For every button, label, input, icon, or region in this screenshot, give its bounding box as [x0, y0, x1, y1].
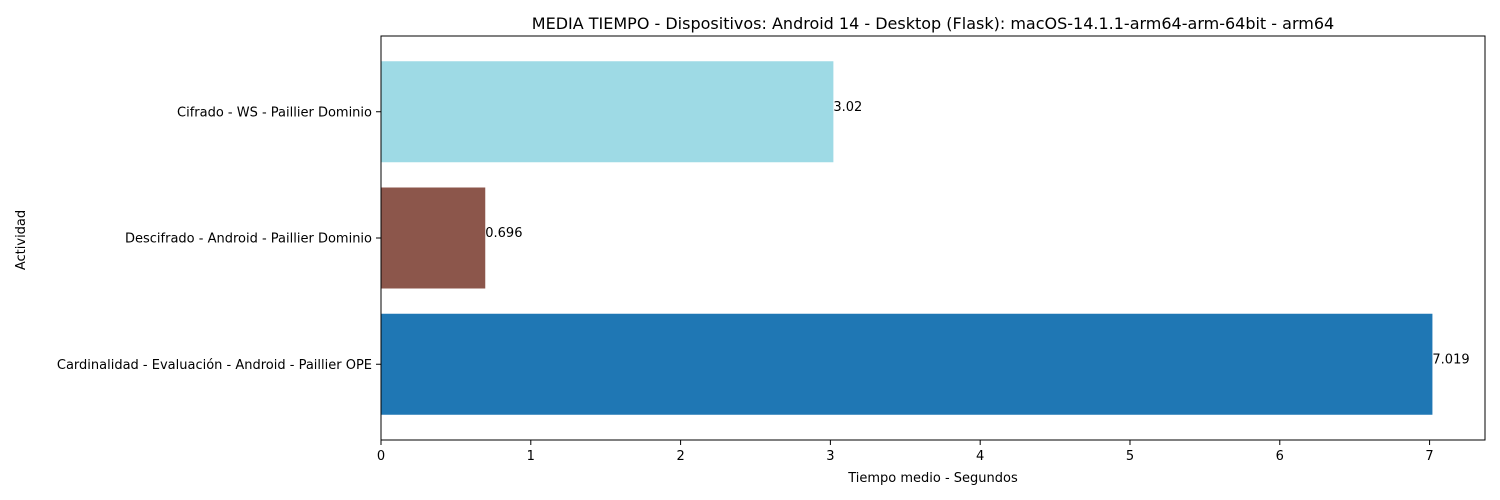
y-tick-label: Descifrado - Android - Paillier Dominio: [125, 232, 372, 247]
bar: [381, 61, 834, 163]
plot-area: 7.019 Cardinalidad - Evaluación - Android…: [57, 61, 1470, 464]
bar: [381, 313, 1433, 415]
x-tick-label: 3: [826, 449, 834, 464]
x-axis-label: Tiempo medio - Segundos: [847, 471, 1018, 486]
chart-title: MEDIA TIEMPO - Dispositivos: Android 14 …: [532, 14, 1334, 33]
bar: [381, 187, 486, 289]
bar-value-label: 7.019: [1432, 352, 1469, 367]
x-tick-label: 7: [1425, 449, 1433, 464]
plot-frame: [380, 35, 1486, 441]
x-tick-label: 0: [377, 449, 385, 464]
x-tick-label: 4: [976, 449, 984, 464]
x-tick-label: 1: [527, 449, 535, 464]
x-tick-label: 5: [1126, 449, 1134, 464]
y-tick-label: Cifrado - WS - Paillier Dominio: [177, 105, 372, 120]
y-axis-label: Actividad: [14, 210, 29, 270]
bar-value-label: 3.02: [833, 100, 862, 115]
y-tick-label: Cardinalidad - Evaluación - Android - Pa…: [57, 358, 372, 373]
x-tick-label: 2: [676, 449, 684, 464]
x-tick-label: 6: [1276, 449, 1284, 464]
bar-value-label: 0.696: [485, 226, 522, 241]
